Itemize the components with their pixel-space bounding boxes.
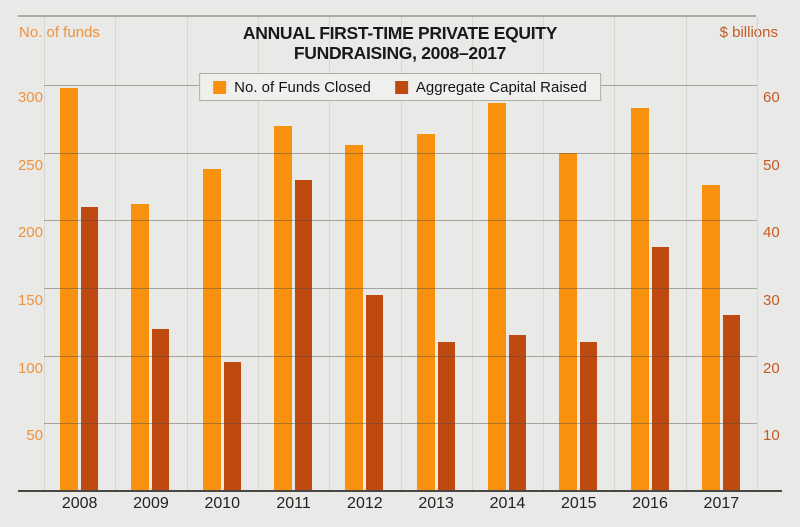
horizontal-gridline-50 [44, 423, 757, 425]
vertical-gridline [471, 17, 473, 491]
left-axis-tick-50: 50 [26, 427, 43, 445]
vertical-gridline [400, 17, 402, 491]
bar-capital-2011 [295, 179, 313, 491]
vertical-gridline [115, 17, 117, 491]
bar-funds-2011 [274, 125, 293, 491]
bar-funds-2014 [487, 102, 506, 491]
chart-title: ANNUAL FIRST-TIME PRIVATE EQUITY FUNDRAI… [0, 23, 800, 63]
vertical-gridline [329, 17, 331, 491]
vertical-gridline [257, 17, 259, 491]
vertical-gridline [44, 17, 45, 491]
bar-funds-2013 [416, 133, 435, 491]
bar-funds-2017 [701, 185, 720, 491]
horizontal-gridline-200 [44, 220, 757, 222]
right-axis-tick-10: 10 [763, 427, 780, 445]
left-axis-tick-250: 250 [17, 156, 43, 174]
left-axis-unit-label: No. of funds [19, 24, 100, 41]
bar-funds-2015 [559, 152, 578, 491]
vertical-gridline [757, 17, 758, 491]
left-axis-tick-300: 300 [17, 89, 43, 106]
left-axis-tick-150: 150 [17, 292, 43, 309]
bar-capital-2008 [81, 206, 99, 491]
vertical-gridline [543, 17, 545, 491]
left-axis-tick-200: 200 [17, 224, 43, 242]
x-tick-label-2009: 2009 [133, 495, 169, 512]
capital-swatch-icon [394, 80, 408, 94]
right-axis-tick-30: 30 [763, 292, 780, 309]
bar-funds-2012 [345, 144, 364, 491]
legend-item-funds: No. of Funds Closed [213, 79, 371, 96]
bar-funds-2009 [131, 204, 150, 491]
bar-capital-2013 [437, 342, 455, 491]
horizontal-gridline-250 [44, 152, 757, 154]
legend-funds-label: No. of Funds Closed [234, 78, 371, 96]
bar-capital-2017 [722, 315, 740, 491]
horizontal-gridline-150 [44, 288, 757, 289]
horizontal-gridline-100 [44, 355, 757, 357]
bar-capital-2010 [223, 362, 241, 491]
x-tick-label-2013: 2013 [418, 495, 454, 512]
top-rule [18, 15, 756, 17]
chart-title-line2: FUNDRAISING, 2008–2017 [293, 43, 507, 63]
right-axis-unit-label: $ billions [719, 24, 778, 41]
bar-funds-2016 [630, 108, 649, 491]
legend-item-capital: Aggregate Capital Raised [394, 78, 587, 96]
left-axis-tick-100: 100 [17, 359, 43, 377]
x-tick-label-2010: 2010 [204, 495, 241, 512]
x-tick-label-2017: 2017 [703, 495, 740, 512]
x-axis-line [18, 490, 782, 492]
x-tick-label-2011: 2011 [276, 495, 311, 512]
right-axis-tick-40: 40 [763, 224, 780, 242]
x-tick-label-2008: 2008 [61, 495, 98, 512]
x-tick-label-2012: 2012 [347, 495, 383, 512]
bar-capital-2014 [508, 335, 526, 491]
bar-capital-2015 [580, 342, 598, 491]
chart-title-line1: ANNUAL FIRST-TIME PRIVATE EQUITY [242, 23, 558, 43]
bar-funds-2010 [202, 168, 221, 491]
right-axis-tick-20: 20 [763, 359, 780, 377]
funds-swatch-icon [213, 80, 227, 94]
right-axis-tick-60: 60 [763, 89, 780, 106]
x-tick-label-2016: 2016 [632, 495, 668, 512]
bar-funds-2008 [60, 87, 79, 491]
vertical-gridline [614, 17, 616, 491]
legend: No. of Funds Closed Aggregate Capital Ra… [199, 73, 601, 101]
vertical-gridline [186, 17, 188, 491]
legend-capital-label: Aggregate Capital Raised [415, 78, 587, 96]
x-tick-label-2014: 2014 [489, 495, 526, 512]
right-axis-tick-50: 50 [763, 156, 780, 174]
vertical-gridline [685, 17, 687, 491]
bar-capital-2009 [152, 328, 170, 491]
bar-capital-2016 [651, 247, 669, 491]
x-tick-label-2015: 2015 [560, 495, 597, 512]
bar-capital-2012 [366, 294, 384, 491]
